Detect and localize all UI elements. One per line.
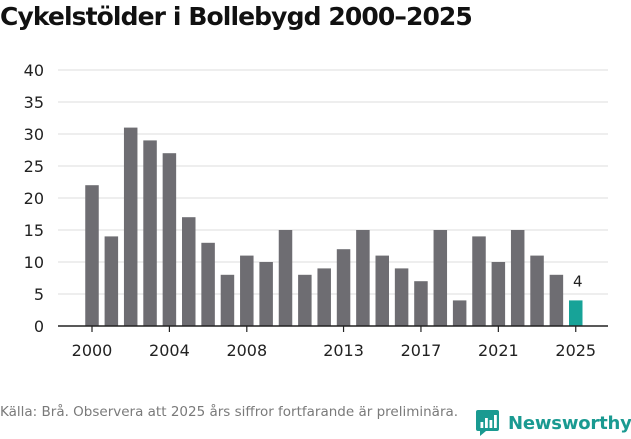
brand-name: Newsworthy — [508, 412, 631, 434]
bar — [510, 230, 525, 326]
brand-logo-link[interactable]: Newsworthy — [475, 408, 631, 438]
y-tick-label: 15 — [24, 221, 44, 240]
y-tick-label: 10 — [24, 253, 44, 272]
bar — [201, 242, 215, 326]
y-tick-label: 20 — [24, 189, 44, 208]
bar-highlight — [569, 300, 583, 326]
bar — [356, 230, 370, 326]
data-label: 4 — [573, 272, 583, 290]
source-note: Källa: Brå. Observera att 2025 års siffr… — [0, 404, 459, 420]
bar — [452, 300, 467, 326]
newsworthy-logo-icon — [476, 410, 499, 436]
bar — [162, 153, 177, 326]
bar — [491, 262, 506, 326]
bar — [530, 255, 544, 326]
y-tick-label: 5 — [34, 285, 44, 304]
bar — [298, 274, 312, 326]
bar — [472, 236, 486, 326]
x-tick-label: 2013 — [323, 341, 364, 360]
y-tick-label: 25 — [24, 157, 44, 176]
bar — [414, 281, 428, 326]
y-tick-label: 30 — [24, 125, 44, 144]
bar — [259, 262, 273, 326]
bar — [375, 255, 389, 326]
x-tick-label: 2025 — [555, 341, 596, 360]
x-tick-label: 2008 — [226, 341, 267, 360]
x-tick-label: 2021 — [478, 341, 519, 360]
x-tick-label: 2000 — [72, 341, 113, 360]
y-tick-label: 40 — [24, 61, 44, 80]
x-tick-label: 2017 — [401, 341, 442, 360]
bar — [220, 274, 235, 326]
bar — [104, 236, 119, 326]
bar — [123, 127, 138, 326]
y-tick-label: 0 — [34, 317, 44, 336]
bar — [182, 217, 196, 326]
bar — [336, 249, 351, 326]
bar — [85, 185, 99, 326]
bar — [549, 274, 564, 326]
x-tick-label: 2004 — [149, 341, 190, 360]
bar — [433, 230, 448, 326]
bar — [143, 140, 157, 326]
bar — [278, 230, 293, 326]
bar — [394, 268, 409, 326]
y-tick-label: 35 — [24, 93, 44, 112]
chart-title: Cykelstölder i Bollebygd 2000–2025 — [0, 2, 473, 31]
bar — [317, 268, 331, 326]
bar — [240, 255, 254, 326]
